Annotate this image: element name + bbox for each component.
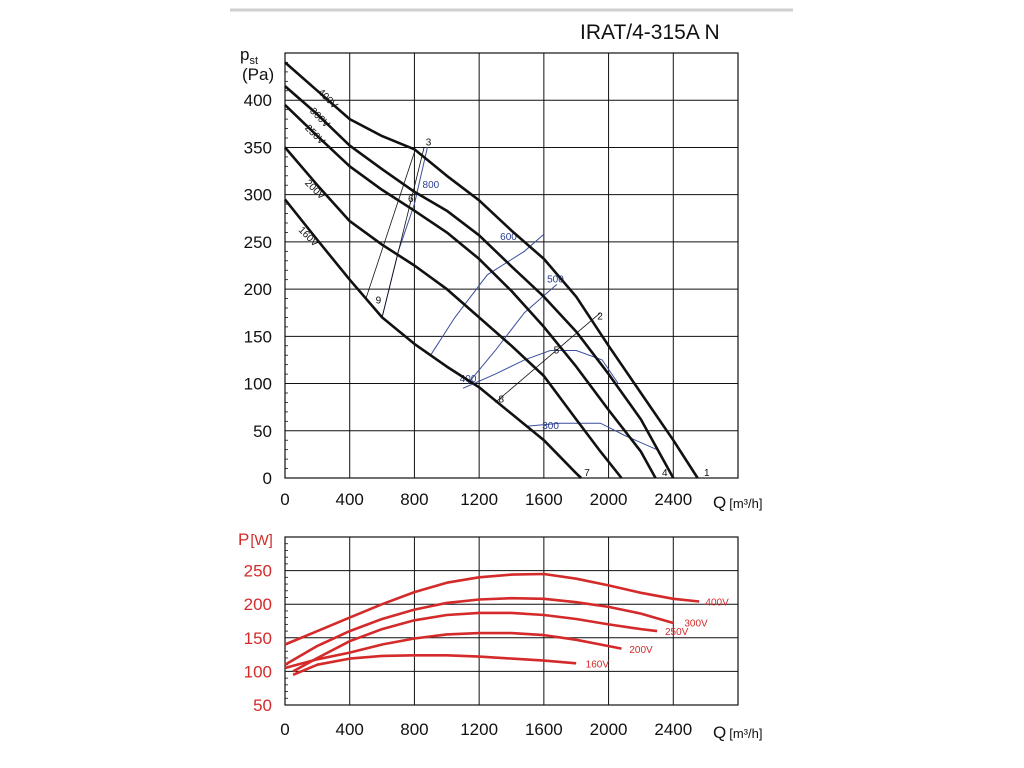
operating-line: [365, 152, 415, 299]
curve-250V: [284, 103, 657, 479]
efficiency-line: [430, 233, 545, 356]
x-tick-label: 2400: [654, 490, 692, 509]
plot-frame: [284, 536, 739, 706]
x-tick-label: 2400: [654, 720, 692, 739]
y-tick-label: 150: [244, 327, 272, 346]
power-curve-label: 250V: [665, 627, 689, 638]
operating-point-label: 6: [408, 194, 414, 205]
power-curve-160V: [292, 654, 577, 677]
x-tick-label: 800: [400, 490, 428, 509]
operating-point-label: 7: [584, 468, 590, 479]
chart-title: IRAT/4-315A N: [580, 21, 720, 44]
y-tick-label: 0: [263, 469, 272, 488]
y-axis-unit: (Pa): [242, 65, 274, 84]
y-axis-label-main: p: [240, 45, 249, 64]
efficiency-line: [467, 284, 558, 384]
power-chart: 0 400 800 1200 1600 2000 2400 50 100 150 200 250 P[W…: [238, 530, 762, 742]
x-axis-unit: [m³/h]: [729, 496, 762, 511]
operating-point-label: 1: [704, 468, 710, 479]
operating-point-label: 9: [376, 295, 382, 306]
x-tick-label: 0: [280, 720, 289, 739]
y-tick-label: 100: [244, 662, 272, 681]
x-axis-label-main: Q: [713, 493, 726, 512]
x-axis-label: Q [m³/h]: [713, 493, 762, 512]
x-axis-label-main: Q: [713, 723, 726, 742]
x-tick-label: 1200: [460, 490, 498, 509]
y-tick-label: 300: [244, 186, 272, 205]
y-tick-label: 350: [244, 138, 272, 157]
operating-point-label: 8: [499, 394, 505, 405]
y-tick-label: 400: [244, 91, 272, 110]
x-tick-label: 2000: [590, 720, 628, 739]
x-axis-unit: [m³/h]: [729, 726, 762, 741]
power-curve-label: 200V: [629, 645, 653, 656]
efficiency-label: 800: [423, 180, 440, 191]
power-curve-300V: [284, 596, 674, 666]
pressure-chart: 0 400 800 1200 1600 2000 240005010015020025030…: [240, 45, 762, 512]
y-axis-label-sub: st: [249, 55, 258, 67]
efficiency-line: [462, 350, 619, 389]
power-curve-label: 400V: [705, 598, 729, 609]
power-curve-250V: [292, 611, 658, 673]
x-tick-label: 400: [336, 720, 364, 739]
plot-frame: [284, 52, 739, 479]
y-tick-label: 250: [244, 233, 272, 252]
curve-label: 160V: [296, 225, 321, 250]
y-axis-label: P[W]: [238, 530, 273, 549]
y-axis-label: pst: [240, 45, 258, 67]
y-axis-label-main: P: [238, 530, 249, 549]
curve-200V: [284, 146, 623, 479]
curve-300V: [284, 85, 675, 479]
efficiency-label: 500: [547, 275, 564, 286]
y-tick-label: 200: [244, 280, 272, 299]
efficiency-line: [527, 422, 658, 451]
operating-point-label: 2: [597, 311, 603, 322]
operating-point-label: 5: [554, 345, 560, 356]
x-tick-label: 400: [336, 490, 364, 509]
x-tick-label: 800: [400, 720, 428, 739]
y-tick-label: 150: [244, 629, 272, 648]
y-tick-label: 250: [244, 562, 272, 581]
curve-160V: [283, 198, 582, 479]
y-tick-label: 50: [253, 696, 272, 715]
power-curve-200V: [284, 631, 622, 670]
efficiency-label: 300: [542, 421, 559, 432]
operating-point-label: 4: [662, 468, 668, 479]
curve-label: 200V: [302, 178, 327, 203]
power-curve-label: 300V: [684, 618, 708, 629]
efficiency-label: 600: [500, 232, 517, 243]
y-tick-label: 200: [244, 595, 272, 614]
power-curve-400V: [284, 572, 700, 646]
x-axis-label: Q [m³/h]: [713, 723, 762, 742]
operating-line: [381, 147, 425, 318]
operating-point-label: 3: [426, 138, 432, 149]
x-tick-label: 0: [280, 490, 289, 509]
operating-line: [495, 312, 601, 403]
y-tick-label: 50: [253, 422, 272, 441]
curve-400V: [284, 61, 699, 479]
power-curve-label: 160V: [586, 659, 610, 670]
y-tick-label: 100: [244, 375, 272, 394]
y-axis-unit: [W]: [250, 532, 273, 549]
x-tick-label: 1600: [525, 720, 563, 739]
x-tick-label: 2000: [590, 490, 628, 509]
x-tick-label: 1600: [525, 490, 563, 509]
x-tick-label: 1200: [460, 720, 498, 739]
